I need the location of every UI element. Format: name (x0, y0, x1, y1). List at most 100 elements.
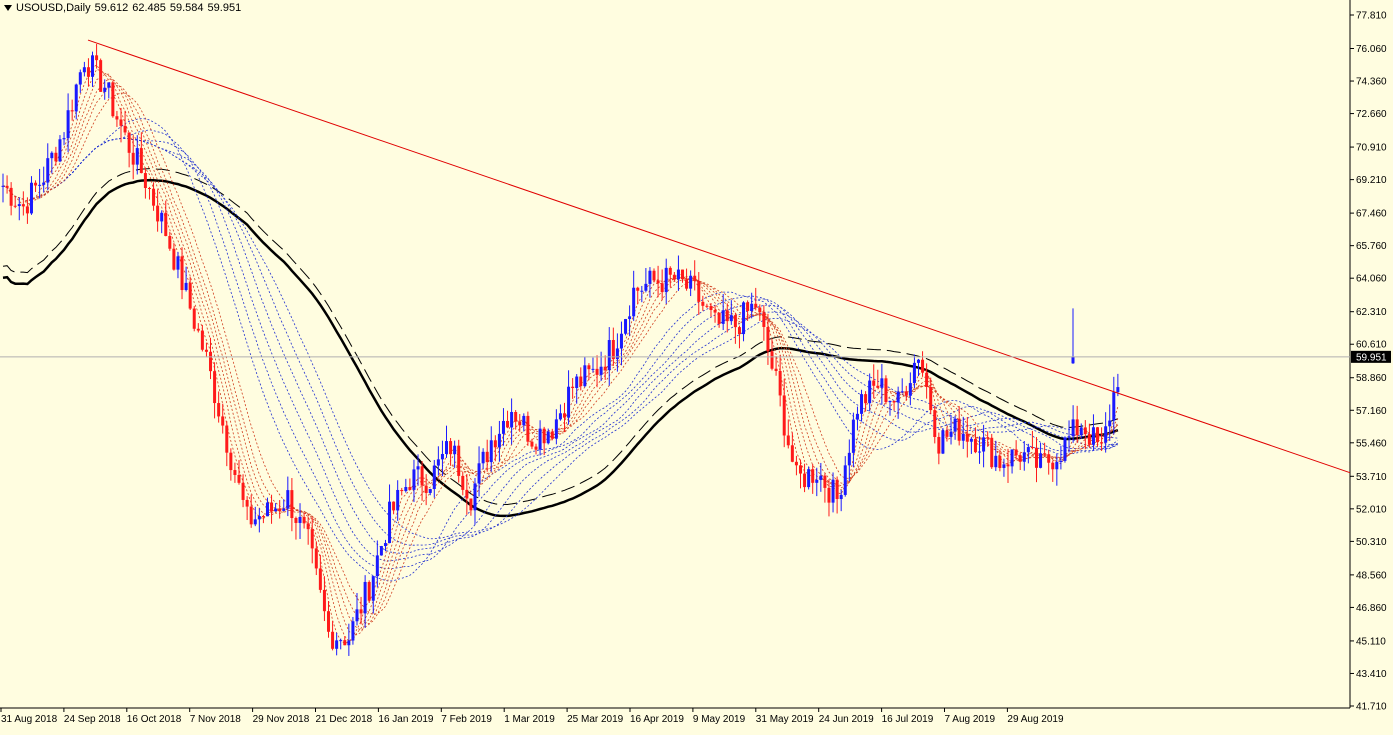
slow-ma-ribbon-line (2, 137, 1118, 540)
candle-body (392, 501, 396, 511)
candle-body (872, 380, 876, 386)
candle-body (701, 301, 705, 306)
candle-body (351, 621, 355, 641)
low-value: 59.584 (169, 2, 204, 14)
long-ma-line (2, 178, 1119, 518)
candle-body (912, 362, 916, 384)
candle-body (428, 488, 432, 493)
candle-body (371, 576, 375, 601)
candle-body (1034, 447, 1038, 468)
candle-body (676, 269, 680, 280)
candle-body (225, 425, 229, 453)
candle-body (82, 67, 86, 73)
candle-body (587, 365, 591, 370)
candle-body (135, 148, 139, 165)
candle-body (628, 316, 632, 320)
candle-body (50, 152, 54, 159)
candle-body (477, 463, 481, 484)
candle-body (1002, 464, 1006, 468)
trendline (87, 39, 1351, 474)
fast-ma-ribbon-line (2, 92, 1119, 616)
candle-body (522, 415, 526, 426)
candle-body (249, 506, 253, 525)
x-tick-label: 31 Aug 2018 (1, 714, 58, 725)
candle-body (379, 546, 383, 556)
y-tick-label: 50.310 (1356, 537, 1387, 548)
candle-body (1063, 437, 1067, 461)
candle-body (261, 516, 265, 518)
candle-body (664, 267, 668, 293)
candle-body (534, 446, 538, 450)
candle-body (172, 248, 176, 270)
candle-body (497, 433, 501, 448)
candle-body (400, 489, 404, 492)
candle-body (575, 376, 579, 389)
candle-body (904, 391, 908, 396)
candle-body (1030, 447, 1034, 449)
candle-body (1067, 436, 1071, 438)
fast-ma-ribbon-line (2, 78, 1119, 631)
candle-body (510, 412, 514, 428)
y-tick-label: 65.760 (1356, 241, 1387, 252)
candle-body (721, 310, 725, 324)
candle-body (1039, 453, 1043, 468)
candle-body (103, 87, 107, 92)
candle-body (758, 307, 762, 313)
candle-body (347, 640, 351, 646)
candle-body (1096, 427, 1100, 443)
x-tick-label: 16 Jul 2019 (882, 714, 934, 725)
candle-body (697, 280, 701, 302)
candle-body (339, 640, 343, 642)
candle-body (571, 386, 575, 389)
candle-body (1071, 419, 1075, 437)
candle-body (196, 328, 200, 331)
candle-body (1087, 434, 1091, 445)
y-tick-label: 43.410 (1356, 669, 1387, 680)
candle-body (34, 182, 38, 186)
candle-body (147, 187, 151, 189)
candle-body (180, 256, 184, 291)
candle-body (95, 55, 99, 61)
candle-body (221, 416, 225, 426)
candle-body (253, 519, 257, 525)
candle-body (176, 256, 180, 270)
candle-body (355, 609, 359, 622)
y-tick-label: 48.560 (1356, 570, 1387, 581)
candle-body (693, 275, 697, 281)
candle-body (782, 395, 786, 436)
candle-body (139, 148, 143, 174)
candle-body (217, 403, 221, 417)
candle-body (742, 302, 746, 335)
candle-body (990, 437, 994, 468)
candle-body (229, 452, 233, 471)
candle-body (717, 312, 721, 324)
y-tick-label: 53.710 (1356, 472, 1387, 483)
candle-body (1100, 442, 1104, 444)
chart-header: USOUSD,Daily 59.612 62.485 59.584 59.951 (4, 2, 245, 14)
candle-body (184, 282, 188, 291)
x-tick-label: 29 Nov 2018 (253, 714, 310, 725)
candle-body (798, 465, 802, 474)
x-tick-label: 24 Sep 2018 (64, 714, 121, 725)
candle-body (302, 516, 306, 524)
last-candle-body (1071, 356, 1075, 364)
candle-body (729, 315, 733, 322)
candle-body (554, 419, 558, 439)
candle-body (579, 376, 583, 387)
candle-body (506, 420, 510, 428)
candle-body (961, 433, 965, 441)
candle-body (265, 502, 269, 517)
candle-body (733, 315, 737, 328)
candle-body (310, 529, 314, 549)
candle-body (1014, 449, 1018, 456)
candle-body (192, 308, 196, 329)
dropdown-triangle-icon[interactable] (4, 5, 12, 12)
candle-body (982, 437, 986, 452)
x-tick-label: 1 Mar 2019 (504, 714, 555, 725)
candle-body (762, 312, 766, 327)
candle-body (583, 365, 587, 387)
candle-body (367, 581, 371, 601)
candle-body (294, 518, 298, 523)
candle-body (388, 501, 392, 544)
